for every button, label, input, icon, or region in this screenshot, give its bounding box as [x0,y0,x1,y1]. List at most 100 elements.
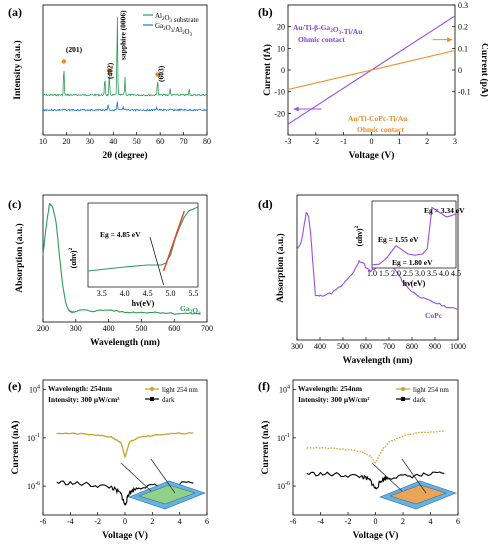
panel-a-ylabel: Intensity (a.u.) [12,40,23,99]
panel-c-x-tick-label: 500 [135,324,147,333]
panel-d-x-tick-label: 1000 [450,342,466,351]
panel-f-x-tick-label: 4 [429,517,433,526]
panel-f-x-tick-label: 0 [374,517,378,526]
panel-f-y-tick-label: 10-1 [277,433,290,443]
panel-d-frame [296,194,459,341]
panel-f-label: (f) [258,379,270,393]
panel-b-arrow-left-head [293,106,299,112]
panel-a-series-ga2o3 [42,16,208,97]
panel-b-yl-tick-label: -10 [274,88,285,97]
panel-d-x-tick-label: 600 [360,342,372,351]
panel-b-x-tick-label: -2 [312,137,319,146]
panel-a-x-tick-label: 40 [109,137,117,146]
panel-b-yl-tick-label: 10 [277,44,285,53]
panel-e-y-tick-exp: -6 [35,481,40,487]
panel-e-xlabel: Voltage (V) [102,530,148,541]
panel-f-legend-dark: dark [413,396,426,404]
panel-a-annot-201: (2̄01) [66,45,83,54]
panel-e-y-tick-base: 10 [29,386,37,395]
panel-a-x-tick-label: 20 [62,137,70,146]
panel-f-x-tick-label: 2 [401,517,405,526]
panel-a-legend-entry-part: O [185,28,190,36]
panel-c-inset-ylabel-part: (αhν) [69,250,78,268]
panel-a-legend-entry-part: 3 [190,33,193,38]
panel-c-inset-xlabel: hν(eV) [132,299,155,308]
panel-b-annot-ga2o3-part: O [333,25,339,34]
panel-a-peak-marker [155,72,160,77]
panel-e-x-tick-label: -6 [40,517,47,526]
panel-b-yl-tick-label: -20 [274,109,285,118]
panel-a-x-tick-label: 10 [39,137,47,146]
panel-c-x-tick-label: 300 [70,324,82,333]
panel-d-label: (d) [258,197,273,211]
panel-f-x-tick-label: -4 [317,517,324,526]
panel-e-info-wavelength: Wavelength: 254nm [48,384,113,393]
panel-b-yr-tick-label: -0.1 [458,88,471,97]
panel-a-x-tick-label: 50 [133,137,141,146]
panel-c-series-ga2o3 [42,202,201,315]
panel-e-y-tick-base: 10 [27,482,35,491]
panel-f-y-tick-label: 10-6 [277,481,290,491]
panel-b: (b)-3 -2 -1 0 1 2 3-20-1001020-0.100.10.20.3Vo… [258,1,488,161]
panel-d-xlabel: Wavelength (nm) [343,355,413,366]
panel-e-x-tick-label: -4 [67,517,74,526]
panel-b-ylabel-left: Current (fA) [262,44,273,96]
panel-c-x-tick-label: 700 [201,324,213,333]
panel-f-series-dark [306,471,445,490]
panel-e-device-film [138,484,196,505]
panel-c-label: (c) [8,197,21,211]
panel-d-x-tick-label: 800 [406,342,418,351]
panel-b-annot-ga2o3-part: -Ti/Au [341,27,362,36]
panel-e-legend-dark: dark [162,396,175,404]
panel-b-x-tick-label: 3 [453,137,457,146]
panel-b-xlabel: Voltage (V) [349,150,395,161]
panel-c-inset-ylabel: (αhν)2 [68,247,78,268]
panel-c-inset: 3.5 4.0 4.5 5.0 5.5 hν(eV) (αhν)2 Eg = 4.85 eV [68,202,199,308]
panel-a-legend-entry: Ga2O3/Al2O3 [155,22,193,38]
panel-b-x-tick-label: 0 [370,137,374,146]
panel-d-inset-curve [371,206,457,266]
panel-b-x-tick-label: -3 [285,137,292,146]
panel-a-legend-entry-part: 2 [182,31,185,36]
panel-c-inset-tick-label: 3.5 [97,289,107,298]
panel-c-series-label-part: 3 [198,311,201,317]
panel-e-device-probe-1 [120,462,152,492]
panel-b-arrow-right-head [447,37,453,43]
panel-c-series-label-part: O [192,306,198,315]
panel-a-annot-sapphire: sapphire (0006) [118,10,127,60]
panel-d-inset-tick-label: 1.0 [367,269,377,278]
panel-d-inset-tick-label: 4.0 [439,269,449,278]
panel-a-x-tick-label: 30 [86,137,94,146]
panel-e-y-tick-label: 10-1 [27,433,40,443]
panel-a-legend-entry-part: O [166,24,171,32]
panel-a-label: (a) [8,5,22,19]
panel-b-x-tick-label: 1 [397,137,401,146]
panel-c-inset-frame [87,202,199,288]
panel-e-legend-marker-dark [150,397,154,401]
panel-c-ylabel: Absorption (a.u.) [14,223,25,292]
panel-a-legend-entry-part: 2 [163,27,166,32]
panel-e-ylabel: Current (nA) [10,421,21,475]
panel-f-device-illustration [371,458,457,510]
panel-a-annot-603: (6̄03) [157,65,166,82]
panel-d-inset-ylabel-part: 2 [354,225,360,228]
panel-b-yl-tick-label: 0 [281,66,285,75]
panel-c-x-tick-label: 200 [37,324,49,333]
panel-d-inset-tick-label: 2.0 [391,269,401,278]
panel-b-annot-ga2o3-part: Au/Ti-β-Ga [293,23,330,32]
panel-f-x-tick-label: -2 [345,517,352,526]
panel-a-legend-entry-part: /Al [173,26,182,34]
panel-b-x-tick-label: 2 [425,137,429,146]
panel-a-x-tick-label: 80 [203,137,211,146]
panel-c-series-label-part: Ga [180,304,190,313]
panel-d-inset-ylabel-part: (αhν) [355,228,364,246]
panel-f-y-tick-base: 10 [277,482,285,491]
panel-b-x-tick-label: -1 [340,137,347,146]
panel-e-legend-marker-light [150,387,154,391]
panel-e-y-tick-label: 10-6 [27,481,40,491]
panel-f-y-tick-exp: 4 [287,385,290,391]
panel-a-legend-entry: Al2O3 substrate [155,12,199,24]
panel-d-inset-ylabel: (αhν)2 [354,225,364,246]
panel-a-legend-entry-part: Al [155,12,162,20]
